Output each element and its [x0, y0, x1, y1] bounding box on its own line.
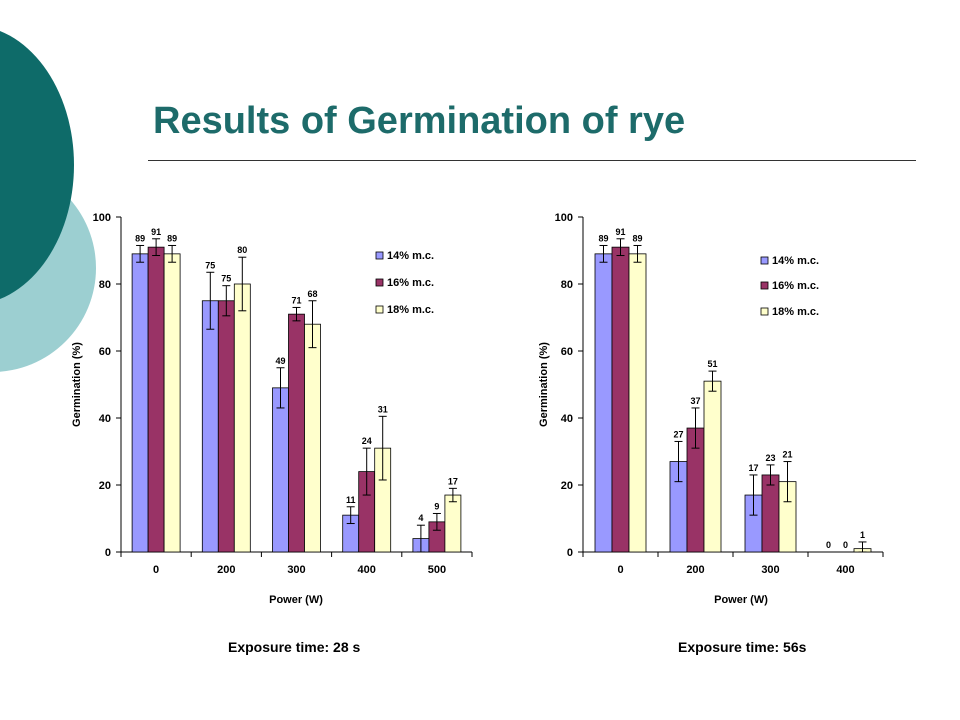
data-label: 89: [135, 233, 145, 243]
data-label: 49: [275, 356, 285, 366]
x-tick-label: 400: [358, 564, 376, 576]
bar-14-m-c-200: [201, 300, 219, 553]
legend-label: 16% m.c.: [387, 277, 434, 289]
data-label: 91: [151, 227, 161, 237]
y-axis-title: Germination (%): [71, 342, 83, 427]
title-divider: [148, 160, 916, 161]
y-tick-label: 60: [99, 346, 111, 358]
data-label: 4: [418, 513, 423, 523]
bar-18-m-c-0: [163, 253, 181, 553]
bar-16-m-c-200: [217, 300, 235, 553]
x-tick-label: 500: [428, 564, 446, 576]
x-tick-label: 200: [217, 564, 235, 576]
page-title: Results of Germination of rye: [153, 100, 686, 142]
data-label: 75: [205, 260, 215, 270]
data-label: 68: [307, 289, 317, 299]
legend-swatch: [375, 305, 384, 314]
data-label: 9: [434, 501, 439, 511]
y-tick-label: 0: [105, 547, 111, 559]
caption-exposure-56s: Exposure time: 56s: [678, 639, 807, 655]
x-axis-title: Power (W): [269, 594, 323, 606]
bar-18-m-c-500: [444, 494, 462, 553]
data-label: 11: [346, 495, 356, 505]
decorative-circles: [0, 30, 96, 372]
data-label: 17: [448, 476, 458, 486]
x-tick-label: 300: [287, 564, 305, 576]
bar-14-m-c-0: [131, 253, 149, 553]
data-label: 31: [378, 404, 388, 414]
y-tick-label: 40: [99, 413, 111, 425]
data-label: 71: [291, 295, 301, 305]
bar-16-m-c-0: [147, 246, 165, 553]
legend-label: 18% m.c.: [387, 304, 434, 316]
bar-16-m-c-300: [288, 313, 305, 553]
legend-swatch: [375, 278, 384, 287]
y-tick-label: 20: [99, 480, 111, 492]
dark-circle-shape: [0, 30, 74, 300]
data-label: 89: [167, 233, 177, 243]
data-label: 75: [221, 274, 231, 284]
legend-label: 14% m.c.: [387, 250, 434, 262]
caption-exposure-28s: Exposure time: 28 s: [228, 639, 361, 655]
bar-18-m-c-200: [233, 283, 251, 553]
data-label: 24: [362, 436, 372, 446]
bar-14-m-c-300: [272, 387, 289, 553]
data-label: 80: [237, 245, 247, 255]
bar-18-m-c-300: [304, 323, 321, 553]
legend-swatch: [375, 251, 384, 260]
x-tick-label: 0: [153, 564, 159, 576]
y-tick-label: 100: [93, 212, 111, 224]
y-tick-label: 80: [99, 279, 111, 291]
